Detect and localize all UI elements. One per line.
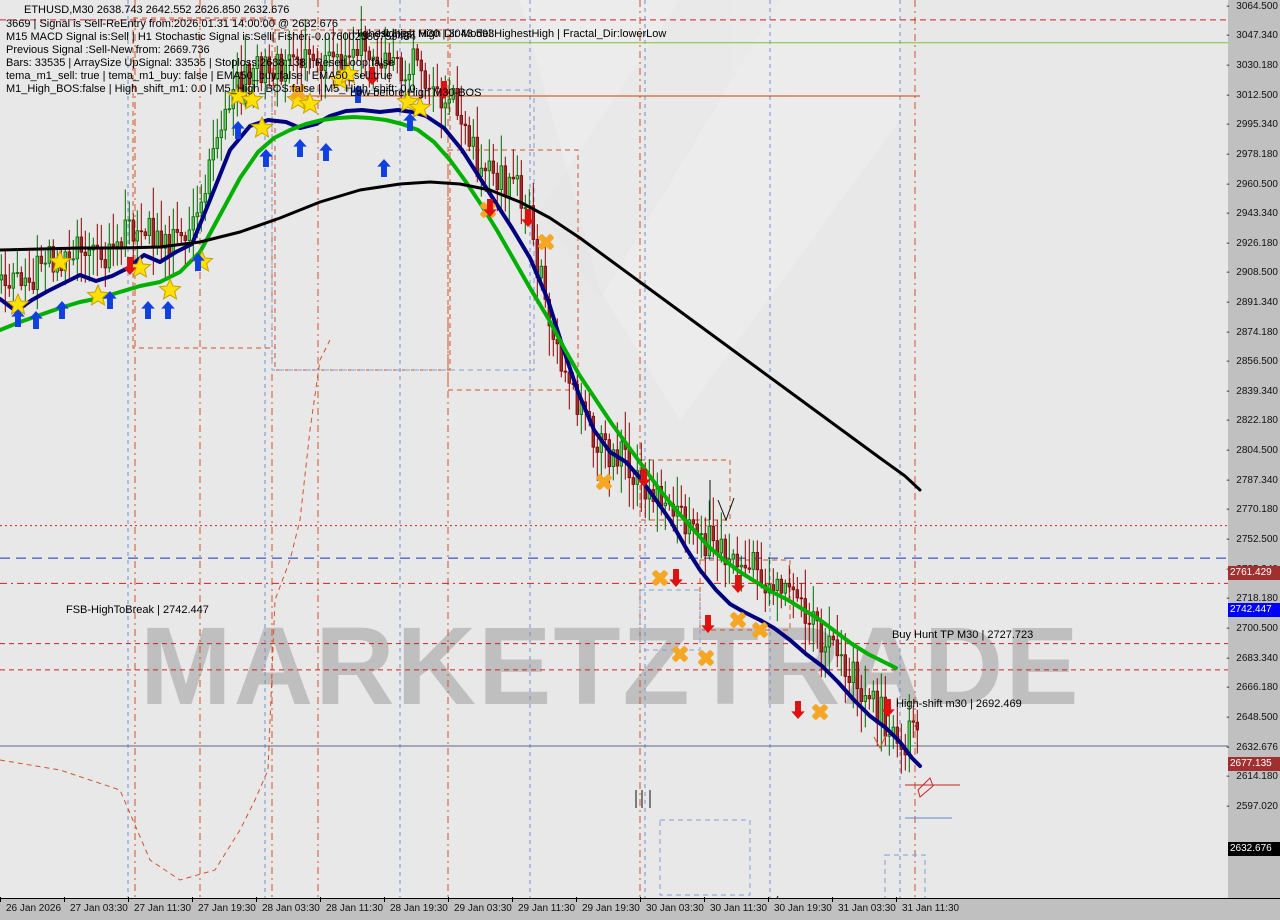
highest-high-m30: Highest High M30 | 3043.593	[352, 28, 495, 40]
info-line-3: Bars: 33535 | ArraySize UpSignal: 33535 …	[6, 57, 395, 69]
price-tick: 2995.340-	[1226, 119, 1278, 130]
high-shift-m30: High-shift m30 | 2692.469	[896, 698, 1022, 710]
info-line-5: M1_High_BOS:false | High_shift_m1: 0.0 |…	[6, 83, 416, 95]
info-line-4: tema_m1_sell: true | tema_m1_buy: false …	[6, 70, 393, 82]
price-tick: 2943.340-	[1226, 208, 1278, 219]
time-tick: 28 Jan 03:30	[256, 897, 320, 915]
price-tick: 2683.340-	[1226, 653, 1278, 664]
price-tick: 2648.500-	[1226, 712, 1278, 723]
price-tick: 2718.180-	[1226, 593, 1278, 604]
price-tick: 2960.500-	[1226, 179, 1278, 190]
time-tick: 30 Jan 11:30	[704, 897, 767, 915]
price-tick: 2614.180-	[1226, 771, 1278, 782]
price-tick: 2770.180-	[1226, 504, 1278, 515]
time-axis[interactable]: 26 Jan 2026 27 Jan 03:30 27 Jan 11:30 27 Ja…	[0, 897, 1280, 920]
price-box-current: 2632.676	[1228, 842, 1280, 856]
price-tick: 2891.340-	[1226, 297, 1278, 308]
price-axis[interactable]: 3064.500- 3047.340- 3030.180- 3012.500- 2995…	[1226, 0, 1280, 898]
highest-high-dir-model: Highest High Dir Model:HighestHigh | Fra…	[378, 28, 667, 40]
price-box-red-upper: 2761.429	[1228, 566, 1280, 580]
watermark-shape	[520, 0, 900, 420]
info-line-0: 3669 | Signal is Sell-ReEntry from:2026.…	[6, 18, 339, 30]
price-box-red-lower: 2677.135	[1228, 757, 1280, 771]
price-tick: 2908.500-	[1226, 267, 1278, 278]
price-tick: 3030.180-	[1226, 60, 1278, 71]
time-tick: 27 Jan 11:30	[128, 897, 191, 915]
price-box-blue: 2742.447	[1228, 603, 1280, 617]
price-tick: 2856.500-	[1226, 356, 1278, 367]
price-tick: 2787.340-	[1226, 475, 1278, 486]
symbol-ohlc-line: ETHUSD,M30 2638.743 2642.552 2626.850 26…	[24, 4, 290, 16]
time-tick: 28 Jan 19:30	[384, 897, 448, 915]
price-tick: 2804.500-	[1226, 445, 1278, 456]
price-tick: 2666.180-	[1226, 682, 1278, 693]
time-tick: 31 Jan 03:30	[832, 897, 896, 915]
price-tick: 3047.340-	[1226, 30, 1278, 41]
price-tick: 2700.500-	[1226, 623, 1278, 634]
chart-plot-area[interactable]: MARKETZTRADE ETHUSD,M30 2638.743 2642.55…	[0, 0, 1228, 898]
time-tick: 29 Jan 11:30	[512, 897, 575, 915]
fsb-high-to-break: FSB-HighToBreak | 2742.447	[66, 604, 209, 616]
buy-hunt-tp-m30: Buy Hunt TP M30 | 2727.723	[892, 629, 1034, 641]
info-line-2: Previous Signal :Sell-New from: 2669.736	[6, 44, 210, 56]
price-tick: 2597.020-	[1226, 801, 1278, 812]
time-tick: 29 Jan 03:30	[448, 897, 512, 915]
price-tick: 2632.676-	[1226, 742, 1278, 753]
price-tick: 2822.180-	[1226, 415, 1278, 426]
price-tick: 2752.500-	[1226, 534, 1278, 545]
time-tick: 27 Jan 03:30	[64, 897, 128, 915]
time-tick: 26 Jan 2026	[0, 897, 61, 915]
time-tick: 27 Jan 19:30	[192, 897, 256, 915]
price-tick: 3012.500-	[1226, 90, 1278, 101]
price-tick: 2978.180-	[1226, 149, 1278, 160]
price-tick: 2874.180-	[1226, 327, 1278, 338]
info-line-1: M15 MACD Signal is:Sell | H1 Stochastic …	[6, 31, 416, 43]
time-tick: 30 Jan 03:30	[640, 897, 704, 915]
time-tick: 30 Jan 19:30	[768, 897, 832, 915]
low-before-high-m30-bos: Low before High M30-BOS	[350, 87, 482, 99]
time-tick: 29 Jan 19:30	[576, 897, 640, 915]
price-tick: 2839.340-	[1226, 386, 1278, 397]
time-tick: 28 Jan 11:30	[320, 897, 383, 915]
price-tick: 3064.500-	[1226, 1, 1278, 12]
time-tick: 31 Jan 11:30	[896, 897, 959, 915]
price-tick: 2926.180-	[1226, 238, 1278, 249]
